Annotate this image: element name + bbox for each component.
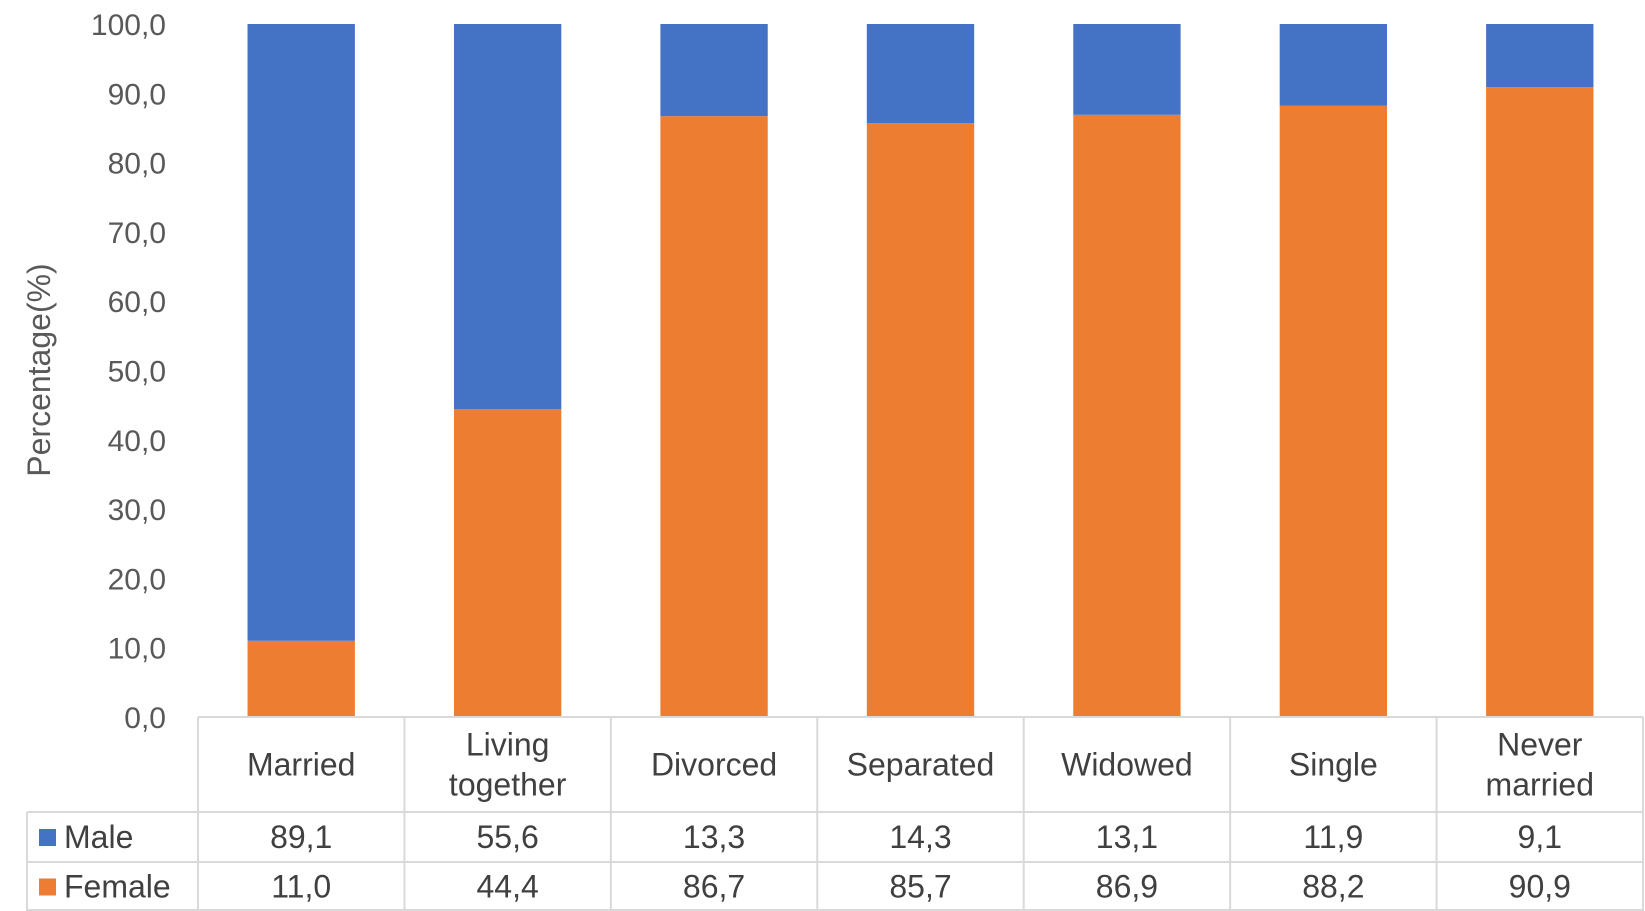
bar-male <box>453 24 562 410</box>
y-tick-label: 0,0 <box>124 702 166 735</box>
y-axis: 0,0 10,0 20,0 30,0 40,0 50,0 60,0 70,0 80,0 90,0 1… <box>91 9 166 735</box>
y-axis-title: Percentage(%) <box>21 263 57 476</box>
category-label: Married <box>247 747 355 783</box>
bar-male <box>1279 24 1388 106</box>
category-label: Living <box>466 727 550 763</box>
category-label: together <box>449 767 567 803</box>
table-cell-female: 44,4 <box>477 869 539 905</box>
category-label: Separated <box>847 747 995 783</box>
table-cell-female: 86,9 <box>1096 869 1158 905</box>
bar-female <box>866 123 975 717</box>
y-tick-label: 80,0 <box>108 148 166 181</box>
category-label: Single <box>1289 747 1378 783</box>
legend-label-female: Female <box>64 869 171 905</box>
table-cell-female: 11,0 <box>271 869 331 905</box>
table-cell-female: 85,7 <box>889 869 951 905</box>
y-tick-label: 10,0 <box>108 633 166 666</box>
bar-male <box>660 24 768 117</box>
bar-male <box>866 24 975 124</box>
bar-female <box>247 640 355 717</box>
y-tick-label: 20,0 <box>108 563 166 596</box>
y-tick-label: 40,0 <box>108 425 166 458</box>
table-cell-female: 90,9 <box>1509 869 1571 905</box>
y-tick-label: 60,0 <box>108 286 166 319</box>
bar-male <box>247 24 355 641</box>
table-cell-female: 88,2 <box>1302 869 1364 905</box>
table-cell-male: 13,1 <box>1096 819 1158 855</box>
bar-female <box>1279 105 1388 718</box>
bar-female <box>1486 87 1594 718</box>
bar-male <box>1073 24 1181 115</box>
y-tick-label: 50,0 <box>108 356 166 389</box>
bar-female <box>453 409 562 717</box>
legend-swatch-male <box>39 829 56 846</box>
data-table: Married Living together Divorced Separated Wi… <box>26 716 1644 911</box>
y-tick-label: 90,0 <box>108 78 166 111</box>
bar-female <box>660 116 768 717</box>
category-label: married <box>1486 767 1594 803</box>
bars <box>247 24 1594 718</box>
bar-female <box>1073 114 1181 717</box>
table-cell-male: 9,1 <box>1518 819 1562 855</box>
category-label: Widowed <box>1061 747 1193 783</box>
table-cell-male: 89,1 <box>270 819 332 855</box>
table-cell-male: 13,3 <box>683 819 745 855</box>
y-tick-label: 30,0 <box>108 494 166 527</box>
table-cell-female: 86,7 <box>683 869 745 905</box>
legend-label-male: Male <box>64 819 133 855</box>
y-tick-label: 70,0 <box>108 217 166 250</box>
category-label: Divorced <box>651 747 777 783</box>
legend-swatch-female <box>39 878 56 896</box>
table-cell-male: 11,9 <box>1303 819 1363 855</box>
category-label: Never <box>1497 727 1583 763</box>
table-cell-male: 55,6 <box>477 819 539 855</box>
bar-male <box>1486 24 1594 88</box>
table-cell-male: 14,3 <box>889 819 951 855</box>
y-tick-label: 100,0 <box>91 9 166 42</box>
